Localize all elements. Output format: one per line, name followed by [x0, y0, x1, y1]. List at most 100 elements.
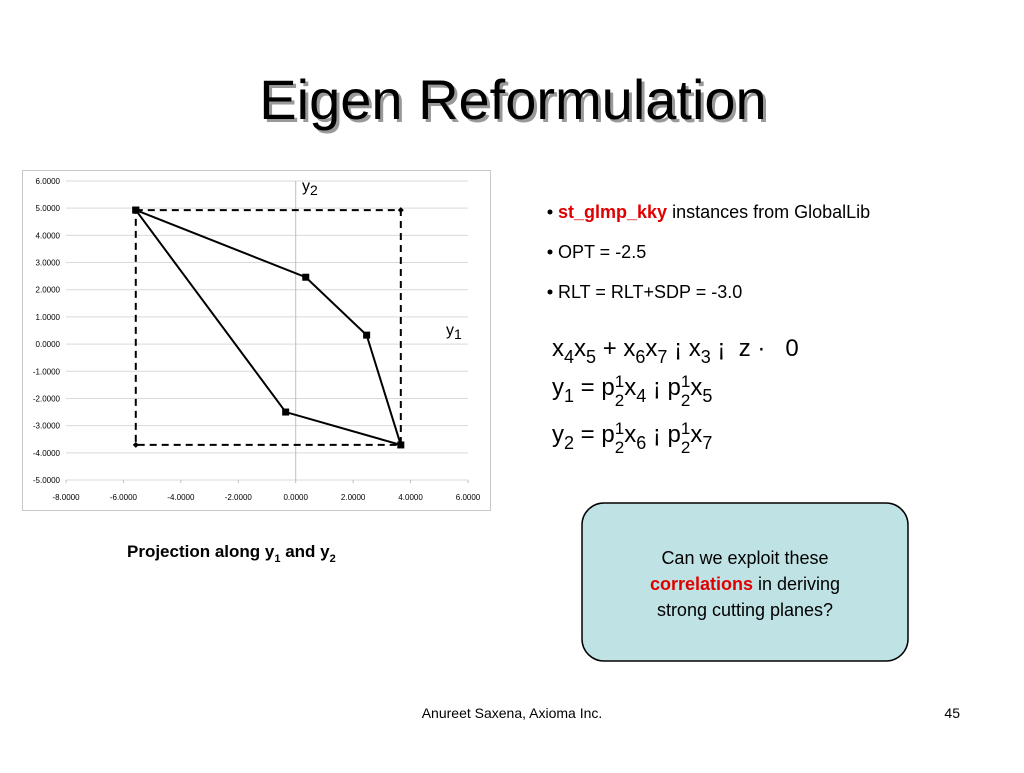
y-tick-label: 5.0000	[36, 204, 61, 213]
bullet: st_glmp_kky instances from GlobalLib	[558, 202, 870, 222]
equation-token: 5	[586, 347, 596, 367]
bullet-dot	[547, 249, 553, 255]
equation-token: z ·	[732, 335, 772, 362]
equation-token: y	[552, 421, 564, 448]
y-tick-label: 4.0000	[36, 231, 61, 240]
equation-token: ¡	[711, 335, 732, 362]
chart-frame	[22, 170, 491, 511]
callout-line: correlations in deriving	[650, 574, 840, 594]
caption-sub: 1	[274, 553, 280, 565]
equation-token: x	[574, 335, 586, 362]
x-tick-label: -4.0000	[167, 493, 195, 502]
equation-token: 7	[657, 347, 667, 367]
bullet-text: RLT = RLT+SDP = -3.0	[558, 282, 742, 302]
equation-token: x	[624, 374, 636, 401]
equation-token: p	[668, 421, 681, 448]
equation-token: 2	[681, 438, 690, 457]
x-tick-label: -2.0000	[225, 493, 253, 502]
equation-token: 2	[615, 391, 624, 410]
y-tick-label: 6.0000	[36, 177, 61, 186]
x-tick-label: 0.0000	[283, 493, 308, 502]
caption: Projection along y1 and y2	[127, 542, 336, 565]
equation-token: 7	[702, 433, 712, 453]
equation-token: =	[574, 374, 601, 401]
equation-token: x	[624, 421, 636, 448]
bullet-keyword: st_glmp_kky	[558, 202, 667, 222]
axis-annotation: y1	[446, 322, 462, 342]
axis-annotation: y2	[302, 178, 318, 198]
equation-token: x	[690, 421, 702, 448]
equation-token: 0	[772, 335, 799, 362]
equation-token: x	[552, 335, 564, 362]
y-tick-label: -3.0000	[33, 422, 61, 431]
x-tick-label: -6.0000	[110, 493, 138, 502]
title: Eigen Reformulation	[259, 68, 766, 131]
chart: 6.0000 5.0000 4.0000 3.0000 2.0000 1.0000 0.00…	[33, 177, 481, 502]
annotation-sub: 1	[454, 326, 462, 342]
equation-token: 1	[681, 372, 690, 391]
marker	[132, 441, 139, 448]
callout-line: strong cutting planes?	[657, 600, 833, 620]
marker	[132, 207, 139, 214]
equation-token: 5	[702, 386, 712, 406]
marker	[282, 408, 290, 416]
annotation-text: y	[302, 178, 310, 195]
equation-token: p	[601, 421, 614, 448]
equation-token: 2	[564, 433, 574, 453]
equation-token: p	[668, 374, 681, 401]
equation-token: 3	[701, 347, 711, 367]
footer: Anureet Saxena, Axioma Inc.	[422, 705, 603, 721]
annotation-sub: 2	[310, 182, 318, 198]
equation-token: +	[596, 335, 623, 362]
title-shadow: Eigen Reformulation	[262, 71, 769, 134]
marker	[397, 207, 404, 214]
x-tick-label: 2.0000	[341, 493, 366, 502]
equation-token: 1	[615, 372, 624, 391]
bullet-dot	[547, 289, 553, 295]
equation-token: x	[645, 335, 657, 362]
bullet-list: st_glmp_kky instances from GlobalLib OPT …	[547, 202, 870, 302]
equation-token: 4	[564, 347, 574, 367]
callout-line: Can we exploit these	[661, 548, 828, 568]
equation-token: x	[689, 335, 701, 362]
caption-text: and y	[280, 542, 330, 561]
bullet-text: instances from GlobalLib	[667, 202, 870, 222]
annotation-text: y	[446, 322, 454, 339]
bullet: RLT = RLT+SDP = -3.0	[558, 282, 742, 302]
equation-token: y	[552, 374, 564, 401]
x-tick-label: 6.0000	[456, 493, 481, 502]
bullet: OPT = -2.5	[558, 242, 646, 262]
equation-token: x	[690, 374, 702, 401]
callout-highlight: correlations	[650, 574, 753, 594]
equation-token: 6	[636, 433, 646, 453]
equation-token: 1	[681, 419, 690, 438]
equation-token: p	[601, 374, 614, 401]
callout-box	[581, 502, 909, 662]
equation-token: 2	[615, 438, 624, 457]
series-line	[134, 209, 402, 446]
caption-sub: 2	[330, 553, 336, 565]
equation-token: ¡	[667, 335, 688, 362]
equation-token: x	[623, 335, 635, 362]
y-tick-label: 2.0000	[36, 286, 61, 295]
x-tick-label: -8.0000	[52, 493, 80, 502]
y-tick-label: -4.0000	[33, 449, 61, 458]
y-tick-label: -1.0000	[33, 367, 61, 376]
series-line	[134, 209, 403, 447]
bullet-dot	[547, 209, 553, 215]
equation-token: 1	[564, 386, 574, 406]
equation-token: 1	[615, 419, 624, 438]
y-tick-label: 1.0000	[36, 313, 61, 322]
callout-text: in deriving	[753, 574, 840, 594]
equation-token: =	[574, 421, 601, 448]
y-tick-label: 3.0000	[36, 259, 61, 268]
equation-token: 2	[681, 391, 690, 410]
y-tick-label: 0.0000	[36, 340, 61, 349]
page-number: 45	[944, 705, 960, 721]
marker	[363, 331, 371, 339]
equation-token: 6	[635, 347, 645, 367]
equation-token: ¡	[646, 374, 667, 401]
